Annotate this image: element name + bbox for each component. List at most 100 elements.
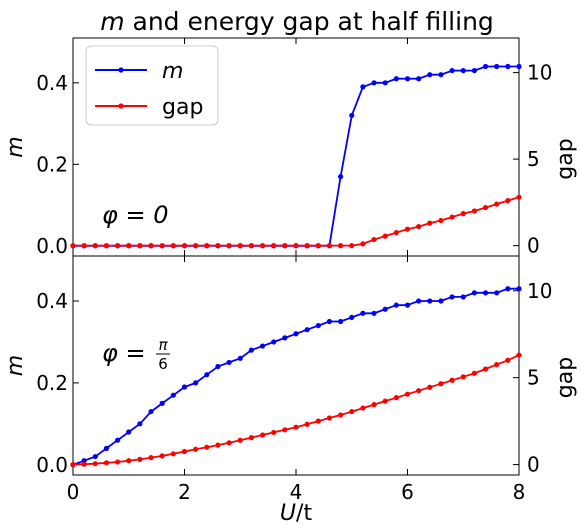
data-point-gap	[226, 243, 232, 249]
data-point-gap	[193, 446, 199, 452]
data-point-gap	[237, 243, 243, 249]
data-point-gap	[326, 415, 333, 421]
data-point-gap	[126, 458, 132, 464]
data-point-m	[438, 72, 444, 78]
data-point-gap	[471, 208, 477, 214]
right-y-tick-label: 5	[527, 147, 540, 171]
x-tick-label: 0	[67, 480, 80, 504]
data-point-gap	[181, 243, 188, 249]
data-point-gap	[505, 198, 511, 204]
data-point-m	[338, 318, 344, 325]
data-point-gap	[193, 243, 199, 249]
data-point-m	[103, 445, 110, 451]
data-point-m	[315, 322, 321, 329]
data-point-m	[505, 286, 511, 292]
legend-label-m: m	[162, 59, 183, 84]
right-y-tick-label: 10	[527, 61, 552, 85]
data-point-m	[371, 310, 377, 316]
right-y-tick-label: 10	[527, 279, 552, 303]
data-point-gap	[271, 243, 277, 249]
series-line-gap	[72, 354, 520, 466]
data-point-gap	[360, 241, 366, 247]
left-y-tick-label: 0.0	[36, 453, 68, 477]
data-point-m	[404, 76, 411, 82]
data-point-gap	[248, 435, 254, 441]
data-point-gap	[282, 243, 288, 249]
data-point-gap	[70, 461, 76, 468]
legend-label-gap: gap	[162, 95, 203, 120]
data-point-m	[193, 380, 199, 386]
data-point-m	[404, 302, 411, 308]
data-point-m	[471, 290, 477, 296]
data-point-m	[494, 290, 500, 296]
data-point-gap	[248, 243, 254, 249]
data-point-m	[248, 347, 254, 353]
data-point-gap	[215, 442, 221, 448]
data-point-gap	[393, 395, 399, 401]
data-point-gap	[92, 243, 98, 249]
data-point-m	[126, 429, 132, 435]
right-y-tick-label: 0	[527, 453, 540, 477]
data-point-gap	[438, 217, 444, 224]
left-y-tick-label: 0.4	[36, 71, 68, 95]
data-point-m	[92, 453, 98, 460]
data-point-gap	[304, 421, 310, 427]
data-point-m	[494, 63, 500, 70]
data-point-gap	[226, 440, 232, 446]
data-point-gap	[181, 448, 188, 455]
data-point-m	[427, 72, 433, 78]
fraction-denominator: 6	[158, 355, 168, 373]
right-y-tick-label: 0	[527, 234, 540, 258]
data-point-gap	[137, 456, 143, 462]
x-tick-label: 8	[513, 480, 526, 504]
data-point-gap	[293, 424, 299, 430]
data-point-gap	[137, 243, 143, 249]
data-point-gap	[103, 460, 110, 466]
data-point-m	[271, 339, 277, 345]
panel-top: 0.0 0.2 0.4 0 5 10 m gap φ = 0 m gap	[3, 37, 578, 258]
x-tick-label: 4	[290, 480, 303, 504]
data-point-gap	[382, 233, 388, 239]
data-point-m	[148, 408, 154, 415]
data-point-gap	[304, 243, 310, 249]
data-point-gap	[204, 243, 210, 249]
data-point-gap	[315, 243, 321, 249]
data-point-gap	[159, 453, 165, 459]
data-point-gap	[516, 194, 522, 200]
data-point-m	[449, 67, 455, 74]
legend-marker-gap	[118, 103, 124, 109]
left-y-tick-label: 0.2	[36, 371, 68, 395]
data-point-m	[326, 318, 333, 325]
x-tick-label: 6	[401, 480, 414, 504]
data-point-gap	[449, 214, 455, 220]
x-tick-label: 2	[178, 480, 191, 504]
data-point-gap	[338, 412, 344, 418]
data-point-gap	[427, 384, 433, 390]
left-y-tick-label: 0.2	[36, 152, 68, 176]
data-point-gap	[159, 243, 165, 249]
data-point-m	[393, 302, 399, 308]
left-y-tick-label: 0.0	[36, 234, 68, 258]
data-point-m	[416, 298, 422, 304]
data-point-m	[204, 372, 210, 378]
data-point-gap	[393, 230, 399, 236]
data-point-m	[382, 80, 388, 86]
data-point-gap	[371, 402, 377, 408]
data-point-gap	[103, 243, 110, 249]
data-point-gap	[237, 437, 243, 443]
data-point-gap	[460, 211, 466, 217]
x-axis-label: U/t	[280, 501, 313, 525]
data-point-gap	[81, 461, 87, 467]
data-point-gap	[259, 432, 266, 438]
data-point-gap	[460, 374, 466, 380]
data-point-m	[360, 310, 366, 316]
data-point-m	[393, 76, 399, 82]
data-point-gap	[215, 243, 221, 249]
data-point-m	[482, 63, 489, 70]
data-point-gap	[81, 243, 87, 249]
right-y-tick-label: 5	[527, 366, 540, 390]
data-point-gap	[404, 226, 411, 232]
data-point-m	[460, 294, 466, 300]
data-point-m	[360, 84, 366, 90]
data-point-m	[237, 355, 243, 361]
